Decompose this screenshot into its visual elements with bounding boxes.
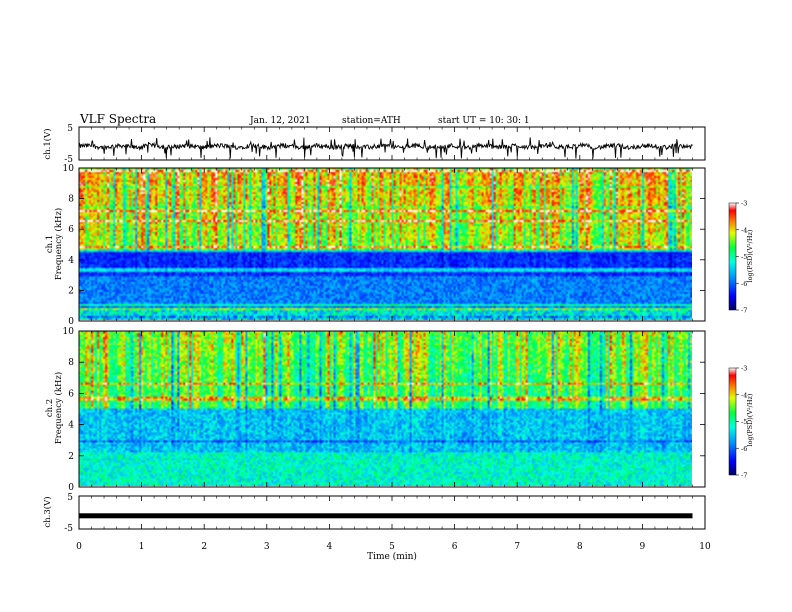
freq-tick-label: 8 [68,195,74,205]
figure-title: VLF Spectra [79,112,156,126]
time-tick-label: 3 [264,542,270,552]
ch3-waveform-ylabel: ch.3(V) [42,496,53,527]
time-tick-label: 1 [139,542,145,552]
ch1-spectrogram-image [79,168,692,320]
colorbar-tick-label: -7 [741,472,747,480]
time-tick-label: 9 [640,542,646,552]
ch2-colorbar-scale [728,367,737,476]
date-label: Jan. 12, 2021 [249,116,311,126]
freq-tick-label: 6 [68,389,74,399]
freq-tick-label: 4 [68,256,74,266]
colorbar-tick-label: -6 [741,445,747,453]
ch2-spectrogram-panel: 0 2 4 6 8 10 ch.2 Frequency (kHz) -3 -4 -5 -6 -7 … [45,327,754,493]
ch2-colorbar-label: log(PSD)(V²/Hz) [746,393,754,446]
ch1-spectrogram-panel: 0 2 4 6 8 10 ch.1 Frequency (kHz) -3 -4 -5 -6 -7 … [45,164,754,327]
colorbar-tick-label: -5 [741,253,747,261]
time-tick-label: 0 [76,542,82,552]
freq-tick-label: 6 [68,225,74,235]
time-axis-label: Time (min) [367,551,417,562]
time-tick-label: 8 [577,542,583,552]
colorbar-tick-label: -3 [741,200,747,208]
time-tick-label: 6 [452,542,458,552]
colorbar-tick-label: -4 [741,391,747,399]
colorbar-ticks: -3 -4 -5 -6 -7 [736,200,747,315]
ch3-ytick-bottom: -5 [64,524,73,534]
ch1-spectrogram-yticks: 0 2 4 6 8 10 [63,164,705,327]
station-label: station=ATH [342,116,401,126]
time-tick-label: 5 [389,542,395,552]
colorbar-tick-label: -7 [741,307,747,315]
time-tick-label: 10 [699,542,711,552]
freq-tick-label: 10 [63,327,75,337]
time-tick-label: 4 [327,542,333,552]
freq-tick-label: 10 [63,164,75,174]
freq-tick-label: 0 [68,317,74,327]
ch3-ytick-top: 5 [67,493,73,503]
ch2-spectrogram-ylabel: Frequency (kHz) [53,372,64,444]
ch2-spectrogram-image [79,331,692,486]
ch1-spectrogram-ylabel: Frequency (kHz) [53,208,64,280]
freq-tick-label: 2 [68,286,74,296]
ch1-colorbar-scale [728,202,737,311]
ch1-ytick-bottom: -5 [64,155,73,165]
ch2-colorbar: -3 -4 -5 -6 -7 log(PSD)(V²/Hz) [728,365,754,480]
ch1-waveform-ylabel: ch.1(V) [42,128,53,159]
colorbar-ticks: -3 -4 -5 -6 -7 [736,365,747,480]
colorbar-tick-label: -3 [741,365,747,373]
ch1-spectrogram-ylabel-channel: ch.1 [45,235,55,253]
time-tick-label: 7 [514,542,520,552]
freq-tick-label: 4 [68,421,74,431]
ch1-colorbar-label: log(PSD)(V²/Hz) [746,229,754,282]
ch1-colorbar: -3 -4 -5 -6 -7 log(PSD)(V²/Hz) [728,200,754,315]
ch1-ytick-top: 5 [67,124,73,134]
colorbar-tick-label: -6 [741,280,747,288]
time-tick-label: 2 [201,542,207,552]
colorbar-tick-label: -5 [741,418,747,426]
colorbar-tick-label: -4 [741,226,747,234]
freq-tick-label: 0 [68,483,74,493]
start-time-label: start UT = 10: 30: 1 [438,116,530,126]
time-axis: 0 1 2 3 4 5 6 7 8 9 10 [76,542,711,552]
ch3-waveform-line [79,513,693,519]
ch2-spectrogram-yticks: 0 2 4 6 8 10 [63,327,705,493]
ch1-waveform-line [78,137,693,159]
time-ticks [78,127,706,529]
ch2-spectrogram-ylabel-channel: ch.2 [45,399,55,417]
freq-tick-label: 8 [68,358,74,368]
freq-tick-label: 2 [68,452,74,462]
